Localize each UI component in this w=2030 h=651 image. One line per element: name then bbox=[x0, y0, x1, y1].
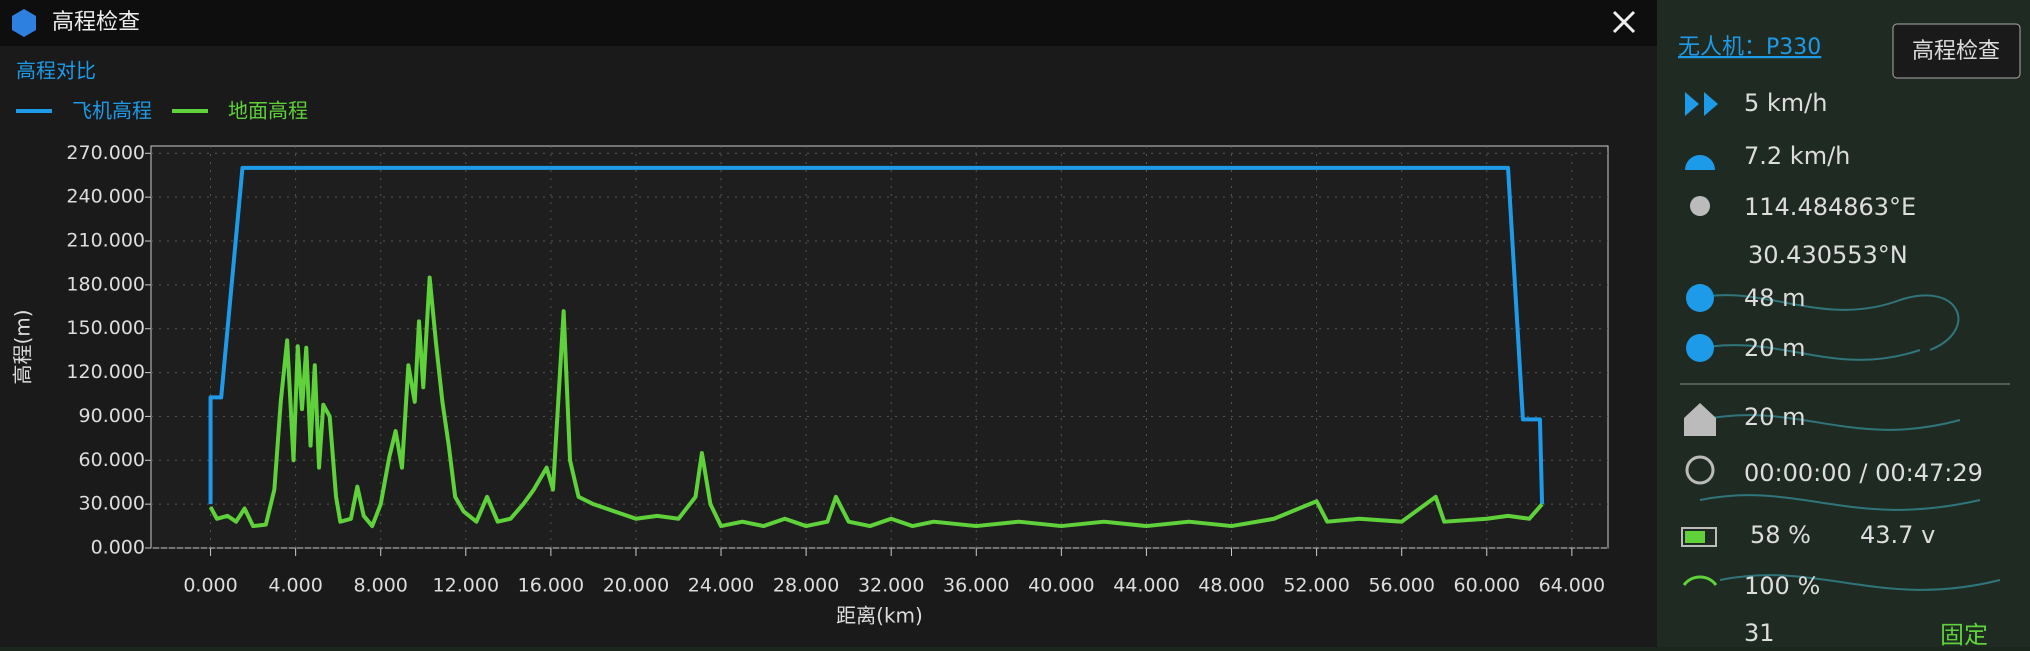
window-title: 高程检查 bbox=[52, 10, 140, 35]
x-tick-label: 48.000 bbox=[1198, 575, 1264, 597]
flight-time: 00:00:00 / 00:47:29 bbox=[1744, 459, 1983, 487]
title-bar bbox=[0, 0, 1657, 46]
x-tick-label: 0.000 bbox=[183, 575, 237, 597]
x-axis-label: 距离(km) bbox=[836, 604, 923, 628]
x-tick-label: 44.000 bbox=[1113, 575, 1179, 597]
y-axis-label: 高程(m) bbox=[11, 309, 35, 384]
x-tick-label: 8.000 bbox=[354, 575, 408, 597]
signal: 100 % bbox=[1744, 572, 1820, 600]
altitude: 48 m bbox=[1744, 284, 1806, 312]
y-tick-label: 30.000 bbox=[79, 493, 145, 515]
y-tick-label: 240.000 bbox=[66, 186, 145, 208]
battery: 58 % bbox=[1750, 521, 1811, 549]
subtitle: 高程对比 bbox=[16, 59, 96, 83]
series-line bbox=[208, 275, 1544, 529]
x-tick-label: 12.000 bbox=[433, 575, 499, 597]
x-tick-label: 60.000 bbox=[1454, 575, 1520, 597]
drone-link[interactable]: 无人机：P330 bbox=[1678, 35, 1821, 60]
x-tick-label: 32.000 bbox=[858, 575, 924, 597]
y-tick-label: 120.000 bbox=[66, 361, 145, 383]
x-tick-label: 40.000 bbox=[1028, 575, 1094, 597]
y-tick-label: 150.000 bbox=[66, 317, 145, 339]
app-icon bbox=[12, 9, 36, 37]
x-tick-label: 20.000 bbox=[603, 575, 669, 597]
panel-icons bbox=[1681, 92, 1718, 586]
y-tick-label: 60.000 bbox=[79, 449, 145, 471]
y-tick-label: 0.000 bbox=[91, 537, 145, 559]
x-tick-label: 16.000 bbox=[518, 575, 584, 597]
legend-label: 地面高程 bbox=[228, 99, 308, 123]
speed: 5 km/h bbox=[1744, 89, 1827, 117]
series-line bbox=[208, 165, 1545, 505]
legend-label: 飞机高程 bbox=[72, 99, 152, 123]
check-button[interactable] bbox=[1892, 23, 2021, 79]
x-tick-label: 36.000 bbox=[943, 575, 1009, 597]
map-tracks bbox=[1689, 294, 2001, 591]
voltage: 43.7 v bbox=[1860, 521, 1935, 549]
mode: 固定 bbox=[1940, 621, 1988, 647]
x-tick-label: 64.000 bbox=[1539, 575, 1605, 597]
x-tick-label: 4.000 bbox=[268, 575, 322, 597]
home-altitude: 20 m bbox=[1744, 403, 1806, 431]
y-tick-label: 210.000 bbox=[66, 230, 145, 252]
x-tick-label: 24.000 bbox=[688, 575, 754, 597]
latitude: 30.430553°N bbox=[1748, 241, 1908, 269]
plot-area bbox=[150, 145, 1609, 549]
longitude: 114.484863°E bbox=[1744, 193, 1916, 221]
map-panel bbox=[1657, 0, 2030, 647]
altitude: 20 m bbox=[1744, 334, 1806, 362]
satellites: 31 bbox=[1744, 619, 1775, 647]
x-tick-label: 56.000 bbox=[1368, 575, 1434, 597]
x-tick-label: 28.000 bbox=[773, 575, 839, 597]
x-tick-label: 52.000 bbox=[1283, 575, 1349, 597]
y-tick-label: 270.000 bbox=[66, 142, 145, 164]
y-tick-label: 90.000 bbox=[79, 405, 145, 427]
y-tick-label: 180.000 bbox=[66, 273, 145, 295]
panel-values: 5 km/h 7.2 km/h 114.484863°E 30.430553°N… bbox=[1744, 89, 1988, 649]
close-button[interactable] bbox=[1612, 10, 1636, 34]
speed: 7.2 km/h bbox=[1744, 142, 1850, 170]
button-label[interactable]: 高程检查 bbox=[1912, 39, 2000, 64]
